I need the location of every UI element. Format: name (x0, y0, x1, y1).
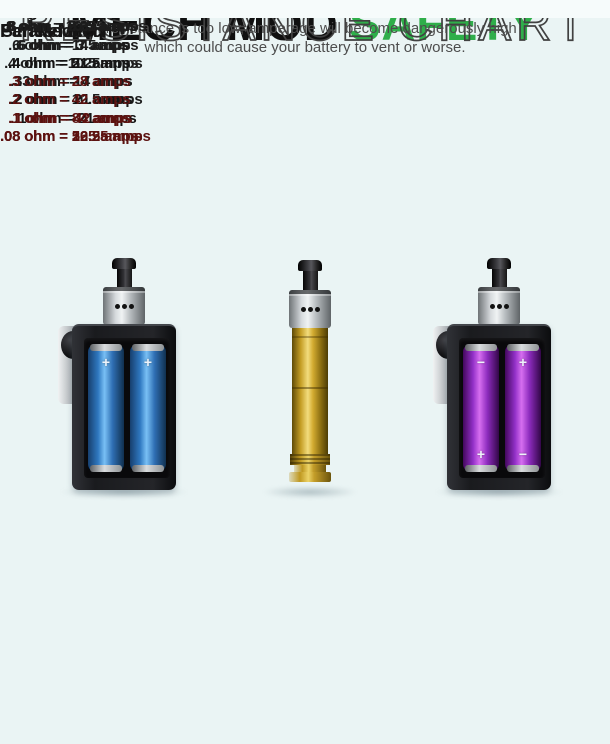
atomizer-icon (478, 287, 520, 325)
table-row: .4 ohm = 10.5 amps (4, 54, 139, 72)
table-row: .4 ohm = 5.25 amps (8, 54, 143, 72)
table-row: .8 ohm = 10.5 amps (2, 18, 137, 36)
battery-polarity: + (143, 354, 153, 370)
table-row: .3 ohm = 7 amps (18, 73, 133, 91)
intro-line-3: which could cause your battery to vent o… (144, 39, 466, 56)
atomizer-icon (289, 290, 331, 328)
drip-tip-icon (487, 258, 511, 269)
battery-polarity: − (518, 446, 528, 462)
table-row: .1 ohm = 84 amps (8, 109, 131, 127)
brass-tube-body (292, 328, 328, 454)
header-line: Series Mech (0, 20, 104, 41)
header-line: Mech (37, 20, 83, 41)
table-row: .2 ohm = 10.5 amps (8, 91, 143, 109)
table-row: .08 ohm = 105 amps (0, 128, 139, 146)
airflow-holes-icon (301, 307, 306, 312)
table-row: .3 ohm = 14 amps (10, 73, 133, 91)
battery-18650-blue: + (88, 344, 124, 472)
battery-18650-purple: + − (505, 344, 541, 472)
tube-bottom-ring (290, 454, 330, 465)
battery-polarity: − (476, 354, 486, 370)
tube-seam (292, 387, 328, 390)
battery-polarity: + (518, 354, 528, 370)
tube-seam (292, 336, 328, 338)
table-row: .6 ohm = 3.5 amps (12, 36, 139, 54)
table-row: .8 ohm = 5.25 amps (4, 18, 139, 36)
header-line: Parallel Mech (0, 20, 113, 41)
table-row: .2 ohm = 21 amps (10, 91, 133, 109)
table-row: .4 ohm = 21 amps (8, 54, 131, 72)
atomizer-icon (103, 287, 145, 325)
drip-tip-stem (303, 271, 318, 292)
single-mod-shadow (262, 486, 358, 498)
table-row: .1 ohm = 42 amps (10, 109, 133, 127)
box-mod-body: + + (72, 324, 176, 490)
battery-bay: + + (84, 338, 170, 478)
box-mod-body: − + + − (447, 324, 551, 490)
table-row: .2 ohm = 42 amps (8, 91, 131, 109)
table-row: .6 ohm = 7 amps (14, 36, 129, 54)
drip-tip-stem (492, 269, 507, 290)
drip-tip-stem (117, 269, 132, 290)
drip-tip-icon (298, 260, 322, 271)
battery-18650-purple: − + (463, 344, 499, 472)
drip-tip-icon (112, 258, 136, 269)
tube-bottom-ring (294, 465, 326, 472)
battery-bay: − + + − (459, 338, 545, 478)
battery-polarity: + (101, 354, 111, 370)
tube-base-ring (289, 472, 331, 482)
battery-18650-blue: + (130, 344, 166, 472)
table-row: .08 ohm = 52.5 amps (0, 128, 143, 146)
resistance-table-parallel: 1 ohm = 2.1 amps .8 ohm = 2.625 amps .6 … (0, 0, 151, 146)
bottom-margin (0, 0, 610, 18)
table-row: .3 ohm = 28 amps (8, 73, 131, 91)
table-row: .6 ohm = 14 amps (8, 36, 131, 54)
battery-polarity: + (476, 446, 486, 462)
airflow-holes-icon (115, 304, 120, 309)
airflow-holes-icon (490, 304, 495, 309)
table-row: .8 ohm = 2.625 amps (4, 18, 147, 36)
intro-line-2: If resistance is too low, amperage will … (93, 20, 517, 37)
table-row: .1 ohm = 21 amps (14, 109, 137, 127)
table-row: .08 ohm = 26.25 amps (0, 128, 151, 146)
